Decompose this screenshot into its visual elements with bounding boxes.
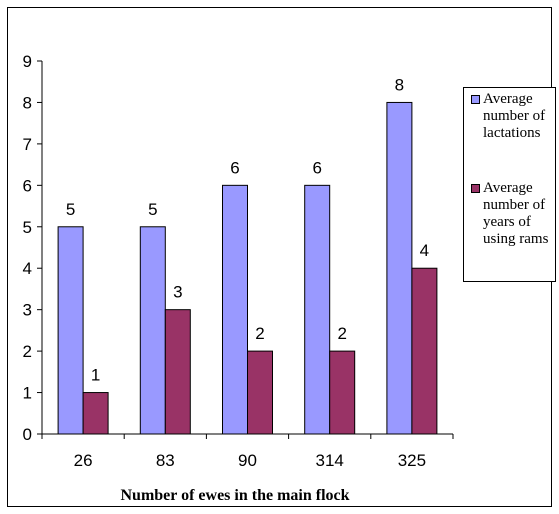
y-tick-label: 8: [23, 93, 32, 112]
data-label-series-1: 5: [148, 200, 157, 219]
bar-series-2: [411, 267, 438, 435]
x-tick-label: 26: [74, 451, 93, 470]
x-tick-label: 90: [238, 451, 257, 470]
data-label-series-2: 2: [337, 324, 346, 343]
bars: [57, 101, 438, 435]
bar-series-1: [386, 101, 413, 435]
bar-series-2: [329, 350, 356, 435]
data-label-series-2: 2: [255, 324, 264, 343]
y-tick-label: 0: [23, 425, 32, 444]
bar-series-1: [222, 184, 248, 435]
y-tick-label: 6: [23, 176, 32, 195]
x-axis-ticks: 26 83 90 314 325: [41, 434, 454, 470]
x-tick-label: 83: [156, 451, 175, 470]
data-label-series-2: 1: [91, 366, 100, 385]
legend-swatch-rams: [471, 184, 480, 193]
bar-series-1: [139, 226, 166, 435]
y-tick-label: 5: [23, 218, 32, 237]
data-label-series-1: 6: [230, 158, 239, 177]
legend-label-rams: Average number of years of using rams: [483, 180, 549, 247]
bar-series-1: [304, 184, 331, 435]
y-tick-label: 1: [23, 384, 32, 403]
x-tick-label: 314: [316, 451, 344, 470]
x-axis-title: Number of ewes in the main flock: [120, 487, 349, 504]
y-axis-ticks: 0 1 2 3 4 5 6 7 8 9: [23, 52, 42, 444]
y-tick-label: 3: [23, 301, 32, 320]
y-tick-label: 9: [23, 52, 32, 71]
data-label-series-2: 3: [173, 283, 182, 302]
legend-label-lactations: Average number of lactations: [483, 91, 546, 141]
y-tick-label: 7: [23, 135, 32, 154]
y-tick-label: 4: [23, 259, 32, 278]
legend: Average number of lactations Average num…: [463, 87, 556, 282]
y-tick-label: 2: [23, 342, 32, 361]
data-label-series-1: 6: [312, 158, 321, 177]
bar-series-2: [82, 392, 109, 435]
x-tick-label: 325: [398, 451, 426, 470]
data-label-series-2: 4: [420, 241, 429, 260]
data-label-series-1: 5: [66, 200, 75, 219]
bar-series-1: [57, 226, 84, 435]
bar-series-2: [164, 309, 191, 435]
data-label-series-1: 8: [395, 75, 404, 94]
legend-swatch-lactations: [471, 95, 480, 104]
bar-series-2: [247, 350, 273, 435]
data-labels: 5 5 6 6 8 1 3 2 2 4: [66, 75, 429, 384]
